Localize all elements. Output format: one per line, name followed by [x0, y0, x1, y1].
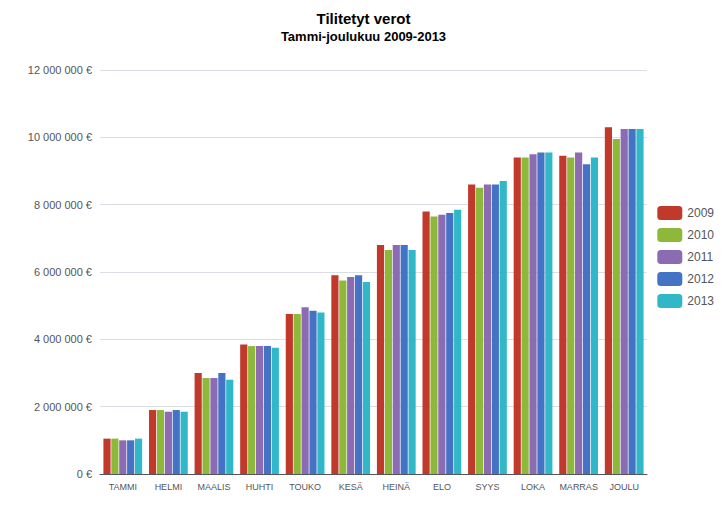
svg-text:JOULU: JOULU [609, 482, 639, 492]
svg-text:2 000 000 €: 2 000 000 € [34, 401, 92, 413]
svg-text:0 €: 0 € [77, 468, 92, 480]
svg-text:8 000 000 €: 8 000 000 € [34, 199, 92, 211]
svg-text:2012: 2012 [687, 272, 714, 286]
svg-text:SYYS: SYYS [475, 482, 499, 492]
svg-text:KESÄ: KESÄ [339, 482, 363, 492]
svg-text:HEINÄ: HEINÄ [383, 482, 411, 492]
svg-text:Tilitetyt verot: Tilitetyt verot [317, 10, 411, 27]
svg-text:2013: 2013 [687, 294, 714, 308]
svg-text:2011: 2011 [687, 250, 713, 264]
svg-text:12 000 000 €: 12 000 000 € [28, 64, 92, 76]
svg-text:MAALIS: MAALIS [197, 482, 230, 492]
svg-text:TAMMI: TAMMI [109, 482, 137, 492]
svg-text:2009: 2009 [687, 206, 714, 220]
svg-text:MARRAS: MARRAS [559, 482, 598, 492]
svg-text:6 000 000 €: 6 000 000 € [34, 266, 92, 278]
svg-text:10 000 000 €: 10 000 000 € [28, 131, 92, 143]
svg-text:LOKA: LOKA [521, 482, 545, 492]
svg-text:HUHTI: HUHTI [246, 482, 274, 492]
svg-text:HELMI: HELMI [155, 482, 183, 492]
svg-text:4 000 000 €: 4 000 000 € [34, 333, 92, 345]
svg-text:Tammi-joulukuu 2009-2013: Tammi-joulukuu 2009-2013 [281, 29, 446, 44]
svg-text:2010: 2010 [687, 228, 714, 242]
svg-text:TOUKO: TOUKO [289, 482, 321, 492]
svg-text:ELO: ELO [433, 482, 451, 492]
